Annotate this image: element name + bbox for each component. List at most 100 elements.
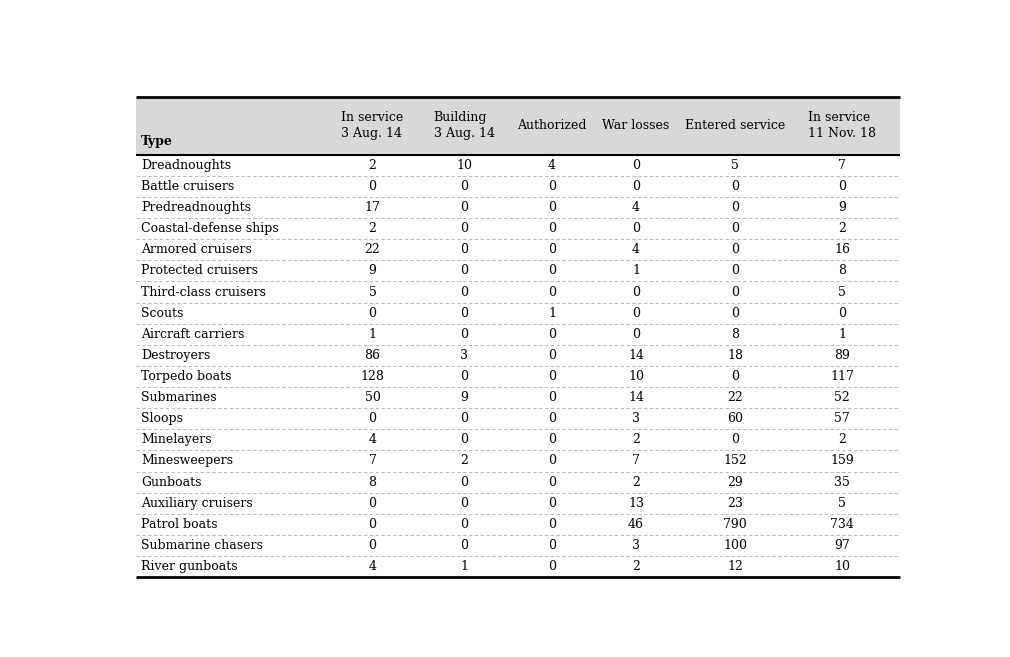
Text: 4: 4	[369, 434, 377, 446]
Text: 0: 0	[548, 518, 556, 531]
Text: Protected cruisers: Protected cruisers	[141, 264, 259, 277]
Text: 0: 0	[461, 328, 469, 341]
Text: 0: 0	[461, 434, 469, 446]
Text: 0: 0	[369, 412, 377, 425]
Text: 89: 89	[834, 349, 850, 362]
Text: 0: 0	[548, 243, 556, 256]
Text: 18: 18	[727, 349, 743, 362]
Bar	[135, 260, 900, 281]
Text: 52: 52	[834, 391, 850, 404]
Text: 0: 0	[632, 222, 640, 235]
Text: 1: 1	[461, 560, 469, 573]
Bar	[135, 176, 900, 197]
Text: 22: 22	[727, 391, 743, 404]
Text: 46: 46	[628, 518, 644, 531]
Text: 0: 0	[461, 476, 469, 489]
Text: Minelayers: Minelayers	[141, 434, 212, 446]
Text: Armored cruisers: Armored cruisers	[141, 243, 252, 256]
Text: 0: 0	[632, 328, 640, 341]
Text: 17: 17	[365, 201, 381, 214]
Text: 10: 10	[834, 560, 850, 573]
Bar	[135, 366, 900, 387]
Text: 14: 14	[628, 349, 644, 362]
Text: Minesweepers: Minesweepers	[141, 455, 233, 468]
Text: 50: 50	[365, 391, 381, 404]
Bar	[135, 197, 900, 218]
Bar	[135, 345, 900, 366]
Text: 0: 0	[548, 370, 556, 383]
Text: 0: 0	[731, 180, 739, 193]
Text: 0: 0	[461, 264, 469, 277]
Text: 1: 1	[548, 307, 556, 319]
Text: Aircraft carriers: Aircraft carriers	[141, 328, 244, 341]
Text: 159: 159	[830, 455, 854, 468]
Text: Dreadnoughts: Dreadnoughts	[141, 159, 231, 171]
Text: 0: 0	[461, 243, 469, 256]
Text: 0: 0	[548, 180, 556, 193]
Text: 0: 0	[548, 286, 556, 298]
Text: 0: 0	[548, 264, 556, 277]
Text: 2: 2	[369, 222, 377, 235]
Text: 0: 0	[461, 518, 469, 531]
Text: 734: 734	[830, 518, 854, 531]
Text: 97: 97	[834, 539, 850, 552]
Text: 0: 0	[548, 455, 556, 468]
Text: War losses: War losses	[602, 119, 670, 132]
Text: 16: 16	[834, 243, 850, 256]
Text: 0: 0	[548, 539, 556, 552]
Bar	[135, 514, 900, 535]
Text: Destroyers: Destroyers	[141, 349, 210, 362]
Text: 0: 0	[731, 434, 739, 446]
Text: 60: 60	[727, 412, 743, 425]
Text: 152: 152	[723, 455, 747, 468]
Text: 0: 0	[461, 539, 469, 552]
Text: 0: 0	[731, 307, 739, 319]
Text: 117: 117	[830, 370, 854, 383]
Text: 0: 0	[548, 412, 556, 425]
Bar	[135, 155, 900, 176]
Text: Predreadnoughts: Predreadnoughts	[141, 201, 251, 214]
Text: 0: 0	[461, 201, 469, 214]
Bar	[135, 239, 900, 260]
Text: 9: 9	[838, 201, 846, 214]
Text: 0: 0	[838, 180, 846, 193]
Text: 0: 0	[731, 201, 739, 214]
Bar	[135, 408, 900, 429]
Text: 2: 2	[369, 159, 377, 171]
Text: 14: 14	[628, 391, 644, 404]
Bar	[135, 218, 900, 239]
Text: 4: 4	[632, 243, 640, 256]
Text: In service
3 Aug. 14: In service 3 Aug. 14	[341, 111, 404, 140]
Text: Patrol boats: Patrol boats	[141, 518, 217, 531]
Text: 0: 0	[632, 286, 640, 298]
Text: 1: 1	[838, 328, 846, 341]
Text: Entered service: Entered service	[685, 119, 786, 132]
Text: 2: 2	[632, 434, 640, 446]
Text: 0: 0	[461, 497, 469, 510]
Text: 35: 35	[834, 476, 850, 489]
Text: 790: 790	[723, 518, 747, 531]
Bar	[135, 556, 900, 577]
Text: 86: 86	[365, 349, 381, 362]
Text: Torpedo boats: Torpedo boats	[141, 370, 231, 383]
Text: Coastal-defense ships: Coastal-defense ships	[141, 222, 279, 235]
Text: Battle cruisers: Battle cruisers	[141, 180, 234, 193]
Text: 2: 2	[461, 455, 468, 468]
Text: Type: Type	[141, 135, 173, 148]
Text: Submarine chasers: Submarine chasers	[141, 539, 263, 552]
Bar	[135, 535, 900, 556]
Text: 0: 0	[369, 539, 377, 552]
Text: 0: 0	[548, 497, 556, 510]
Text: 0: 0	[548, 328, 556, 341]
Text: 128: 128	[361, 370, 385, 383]
Text: 0: 0	[731, 264, 739, 277]
Text: 29: 29	[727, 476, 743, 489]
Text: 10: 10	[457, 159, 472, 171]
Text: Gunboats: Gunboats	[141, 476, 202, 489]
Text: Building
3 Aug. 14: Building 3 Aug. 14	[433, 111, 495, 140]
Text: Sloops: Sloops	[141, 412, 183, 425]
Text: 57: 57	[834, 412, 850, 425]
Text: 0: 0	[731, 370, 739, 383]
Text: 0: 0	[731, 222, 739, 235]
Text: 0: 0	[461, 370, 469, 383]
